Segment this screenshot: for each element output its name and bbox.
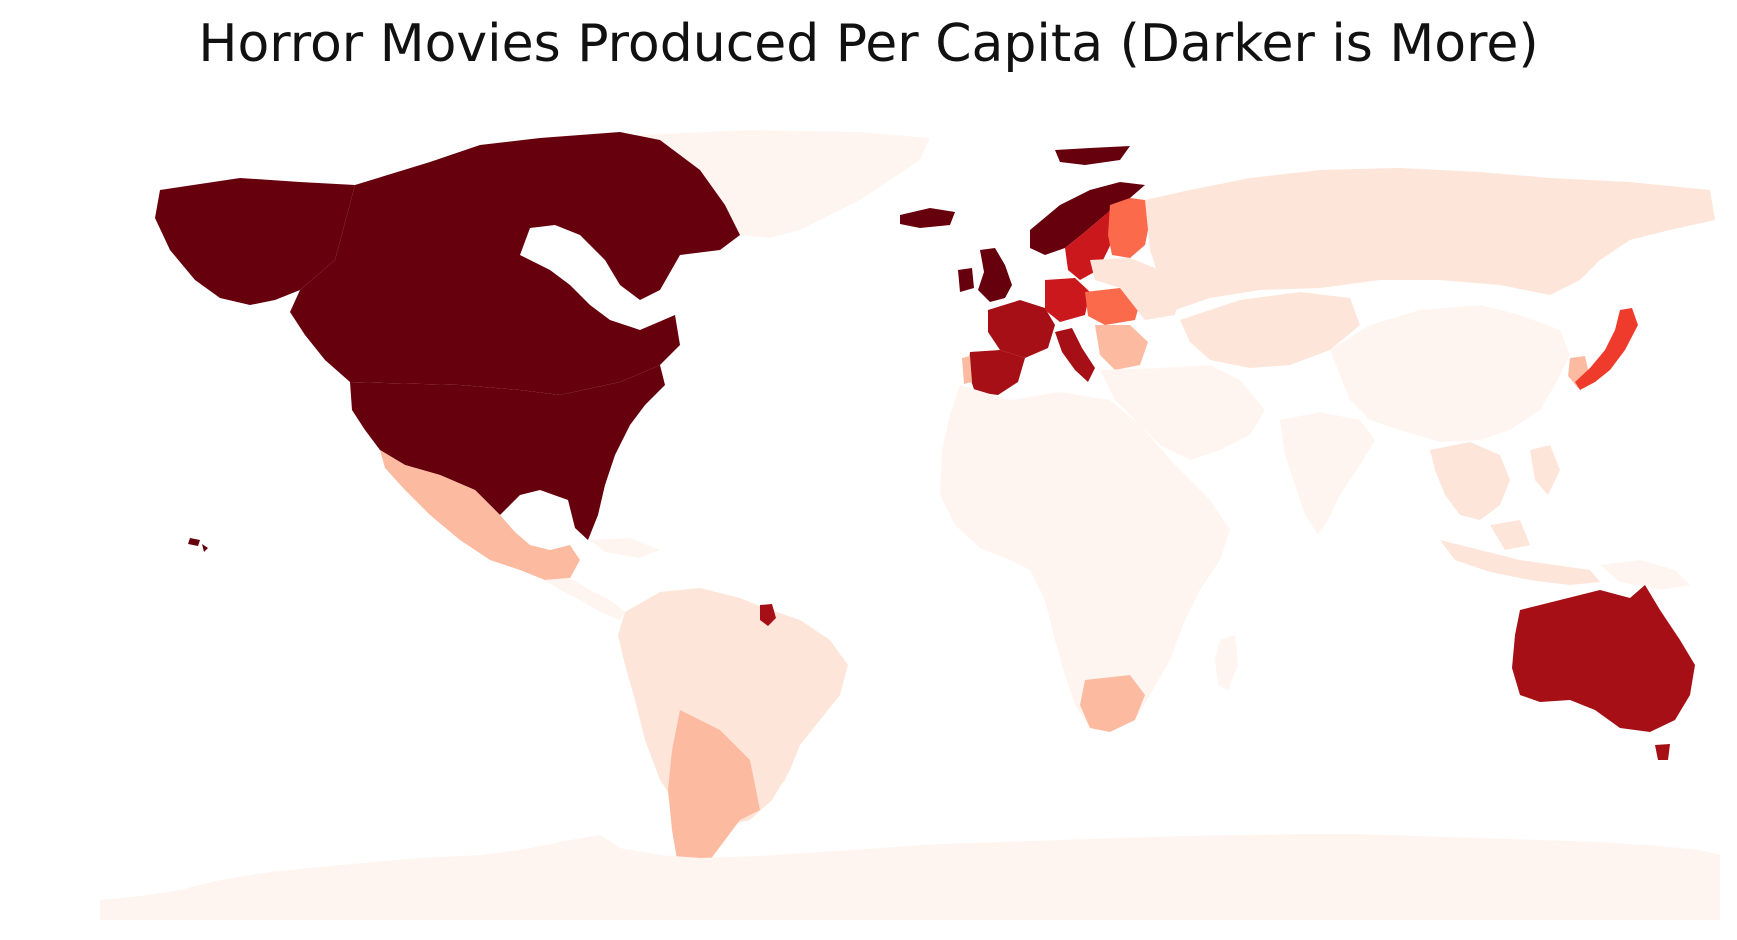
region-south-africa xyxy=(1080,675,1145,732)
region-australia xyxy=(1512,585,1695,732)
region-sweden xyxy=(1065,205,1118,280)
region-germany xyxy=(1045,278,1090,322)
region-africa xyxy=(940,385,1230,732)
region-central-asia xyxy=(1180,292,1360,368)
region-central-america xyxy=(545,538,660,620)
map-title: Horror Movies Produced Per Capita (Darke… xyxy=(198,14,1539,74)
region-mexico xyxy=(380,450,580,580)
region-balkans xyxy=(1095,325,1148,370)
region-italy xyxy=(1055,328,1095,382)
region-norway xyxy=(1030,182,1145,255)
region-china xyxy=(1330,305,1570,442)
region-alaska xyxy=(155,178,355,305)
region-eastern-europe xyxy=(1090,258,1180,320)
region-russia xyxy=(1145,168,1715,310)
region-papua xyxy=(1600,560,1690,590)
region-madagascar xyxy=(1215,635,1238,690)
region-usa xyxy=(350,365,665,540)
region-middle-east xyxy=(1100,365,1265,460)
region-canada xyxy=(440,148,680,202)
region-japan xyxy=(1575,308,1638,390)
region-french-guiana xyxy=(760,604,776,626)
world-map xyxy=(100,130,1720,920)
region-hawaii xyxy=(188,538,208,552)
region-portugal xyxy=(962,356,972,384)
region-iceland xyxy=(900,208,955,228)
region-spain xyxy=(968,350,1025,395)
region-india xyxy=(1280,412,1375,535)
region-france xyxy=(988,300,1055,358)
region-tasmania xyxy=(1655,744,1670,760)
region-canada xyxy=(290,132,740,395)
region-uk-ireland xyxy=(958,248,1012,302)
region-svalbard xyxy=(1055,146,1130,165)
region-finland xyxy=(1108,198,1150,258)
region-central-europe xyxy=(1085,288,1140,325)
region-southeast-asia xyxy=(1430,442,1560,520)
region-indonesia xyxy=(1440,520,1600,585)
region-antarctica xyxy=(100,834,1720,920)
region-argentina-chile xyxy=(668,710,760,885)
